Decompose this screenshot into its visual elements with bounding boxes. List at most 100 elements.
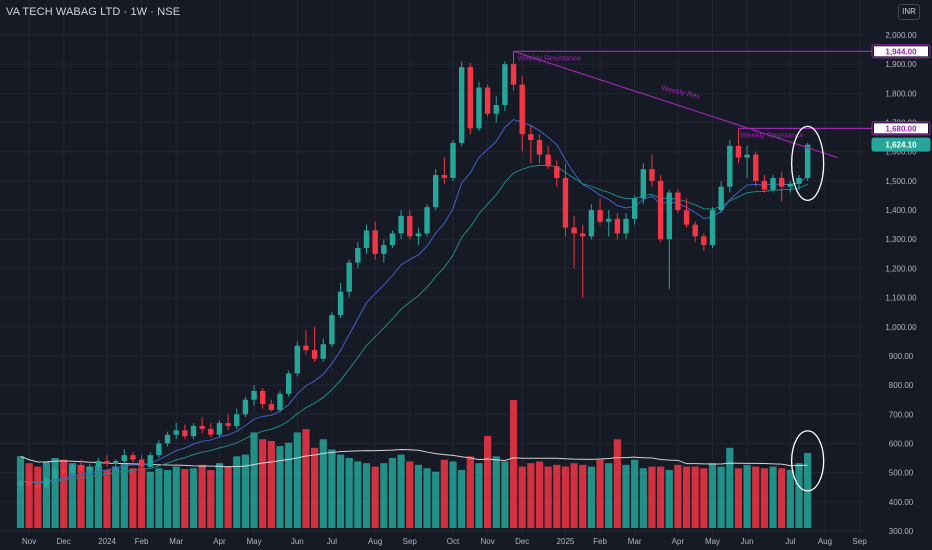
volume-bar: [68, 463, 76, 528]
volume-bar: [215, 463, 224, 528]
volume-bar: [207, 469, 215, 528]
time-tick-label: Feb: [135, 537, 149, 546]
volume-bar: [250, 432, 258, 528]
candle: [649, 154, 655, 187]
candle: [502, 61, 508, 111]
time-tick-label: Feb: [593, 537, 607, 546]
volume-bar: [657, 466, 665, 528]
candle: [606, 210, 612, 237]
symbol-title: VA TECH WABAG LTD · 1W · NSE: [6, 6, 181, 18]
volume-bar: [181, 469, 189, 528]
candle: [415, 227, 422, 246]
price-axis[interactable]: 2,000.001,900.001,800.001,700.001,600.00…: [871, 31, 931, 536]
volume-bar: [406, 461, 414, 528]
volume-bar: [155, 468, 163, 528]
price-tick-label: 700.00: [889, 410, 914, 419]
price-tick-label: 1,300.00: [885, 235, 917, 244]
candle: [260, 388, 266, 409]
volume-bar: [553, 464, 561, 528]
volume-bar: [449, 461, 457, 528]
volume-bar: [527, 463, 535, 528]
candle: [528, 125, 534, 164]
candle: [484, 84, 491, 117]
candle: [441, 157, 448, 184]
volume-bar: [103, 469, 111, 528]
candle: [43, 477, 50, 489]
candle: [173, 423, 179, 440]
candle: [727, 140, 733, 193]
volume-bar: [34, 466, 42, 528]
volume-bar: [336, 454, 345, 528]
volume-bar: [475, 463, 483, 528]
annotation-weekly-resistance-mid: Weekly Resistance: [740, 130, 804, 139]
volume-bar: [440, 459, 448, 528]
volume-bar: [726, 447, 734, 528]
time-tick-label: Sep: [852, 537, 867, 546]
volume-bar: [674, 464, 682, 528]
trendline-weekly: [513, 50, 838, 159]
volume-bar: [423, 468, 431, 528]
candle: [666, 189, 672, 289]
candle: [381, 239, 387, 263]
time-tick-label: 2024: [98, 537, 116, 546]
candle: [52, 466, 58, 482]
candle: [571, 215, 577, 269]
candle: [683, 198, 690, 228]
candle: [147, 452, 153, 469]
price-tick-label: 900.00: [889, 352, 914, 361]
price-tick-label: 800.00: [889, 381, 914, 390]
candle: [164, 431, 171, 447]
candle: [692, 221, 698, 243]
candle: [761, 175, 768, 193]
volume-bar: [16, 456, 25, 528]
time-tick-label: Sep: [403, 537, 418, 546]
time-tick-label: May: [705, 537, 720, 546]
volume-bar: [112, 466, 120, 528]
price-tick-label: 1,600.00: [885, 148, 917, 157]
candle: [355, 242, 361, 269]
candle: [787, 180, 794, 193]
candle: [17, 479, 24, 491]
volume-bar: [769, 466, 777, 528]
volume-bar: [458, 469, 466, 528]
volume-bar: [233, 456, 241, 528]
candle: [78, 459, 84, 472]
volume-bar: [432, 471, 440, 528]
volume-bar: [198, 464, 206, 528]
volume-bar: [354, 461, 362, 528]
candle: [346, 259, 352, 298]
candle: [156, 440, 162, 459]
candle: [234, 408, 240, 429]
time-tick-label: Mar: [169, 537, 183, 546]
candle: [701, 233, 707, 251]
volume-bar: [328, 449, 336, 528]
candle: [363, 224, 370, 254]
candle: [597, 198, 603, 225]
volume-bar: [492, 456, 500, 528]
candle: [631, 195, 638, 225]
volume-bar: [362, 463, 371, 528]
volume-bar: [146, 471, 154, 528]
currency-badge[interactable]: INR: [898, 4, 920, 20]
volume-bar: [302, 429, 310, 528]
price-label-last: 1,624.10: [871, 137, 931, 152]
candle: [104, 455, 110, 467]
candle: [320, 338, 326, 362]
volume-bar: [708, 463, 717, 528]
time-axis[interactable]: Nov Dec 2024 Feb Mar Apr May Jun Jul Aug Sep Oct Nov…: [22, 537, 867, 546]
volume-bar: [293, 432, 301, 528]
candle: [519, 75, 525, 152]
candle: [277, 390, 283, 412]
candle: [285, 370, 292, 397]
volume-bar: [570, 463, 578, 528]
candle: [640, 163, 646, 205]
candle: [26, 475, 32, 488]
volume-bar: [388, 458, 397, 528]
time-tick-label: Dec: [57, 537, 71, 546]
svg-text:1,944.00: 1,944.00: [885, 47, 917, 56]
volume-bar: [60, 459, 68, 528]
volume-bar: [561, 466, 570, 528]
price-tick-label: 1,000.00: [885, 323, 917, 332]
